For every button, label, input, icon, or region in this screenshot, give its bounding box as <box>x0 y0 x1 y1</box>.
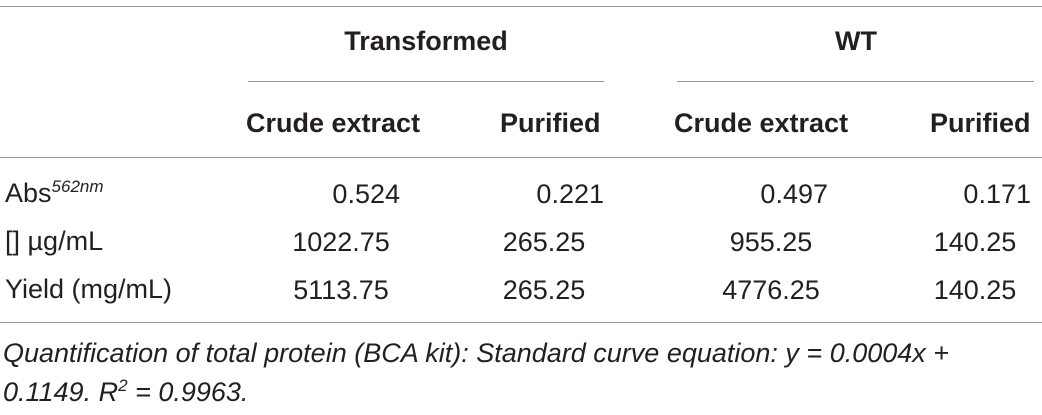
table-cell: 955.25 <box>729 227 813 257</box>
group-header-wt: WT <box>835 26 877 56</box>
table-cell: 0.221 <box>536 179 604 209</box>
table-cell: 140.25 <box>933 227 1017 257</box>
bottom-rule <box>0 322 1042 323</box>
group-header-transformed: Transformed <box>344 26 508 56</box>
footnote-superscript: 2 <box>118 376 128 395</box>
top-rule <box>0 6 1042 7</box>
table-cell: 265.25 <box>502 275 586 305</box>
table-cell: 5113.75 <box>293 275 389 305</box>
table-cell: 0.524 <box>332 179 400 209</box>
wt-underline <box>677 81 1034 82</box>
transformed-underline <box>248 81 604 82</box>
row-label-yield: Yield (mg/mL) <box>5 274 173 304</box>
table-cell: 265.25 <box>502 227 586 257</box>
table-footnote: Quantification of total protein (BCA kit… <box>3 334 1039 415</box>
col-header-crude-extract-wt: Crude extract <box>674 108 849 138</box>
col-header-crude-extract-transformed: Crude extract <box>246 108 421 138</box>
row-label-abs-text: Abs <box>5 178 52 208</box>
col-header-purified-wt: Purified <box>930 108 1031 138</box>
table-cell: 140.25 <box>933 275 1017 305</box>
table-cell: 4776.25 <box>722 275 820 305</box>
footnote-text: Quantification of total protein (BCA kit… <box>3 338 950 407</box>
table-cell: 0.171 <box>963 179 1031 209</box>
row-label-abs-superscript: 562nm <box>51 177 104 196</box>
row-label-concentration: [] µg/mL <box>5 226 104 256</box>
col-header-purified-transformed: Purified <box>500 108 601 138</box>
footnote-tail: = 0.9963. <box>127 377 249 407</box>
table-cell: 1022.75 <box>292 227 390 257</box>
row-label-abs: Abs562nm <box>5 177 104 208</box>
header-rule <box>0 157 1042 158</box>
table-cell: 0.497 <box>760 179 828 209</box>
